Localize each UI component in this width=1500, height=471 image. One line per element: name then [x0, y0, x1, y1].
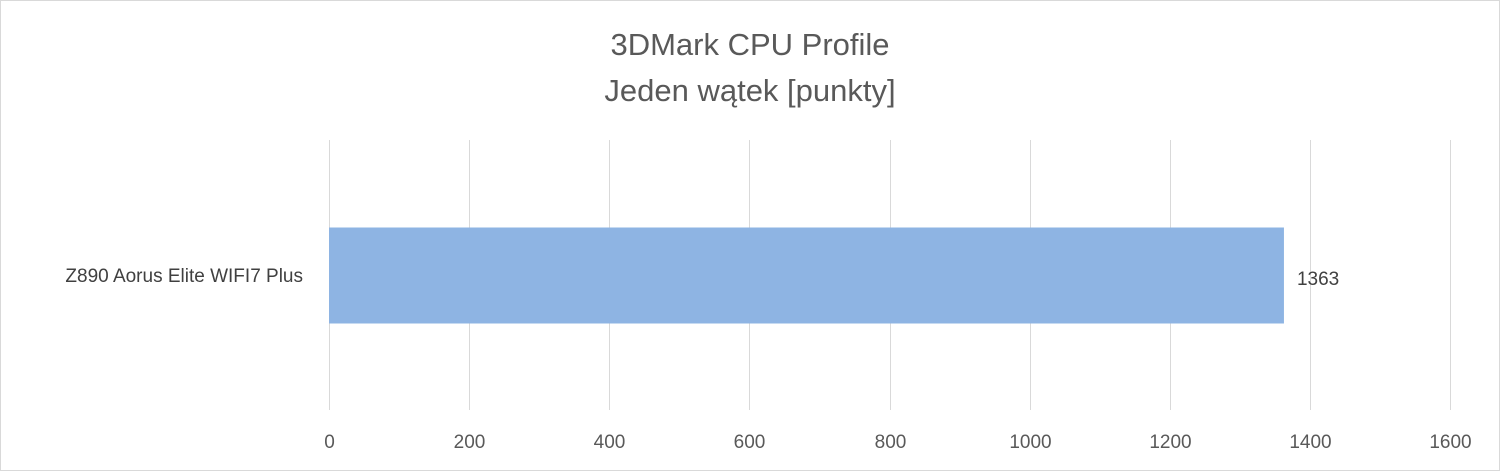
x-tick-label-1400: 1400: [1289, 432, 1331, 453]
x-tick-label-400: 400: [594, 432, 626, 453]
bar-0: [329, 227, 1284, 324]
chart-subtitle: Jeden wątek [punkty]: [604, 73, 896, 108]
x-tick-label-0: 0: [324, 432, 335, 453]
category-label-0: Z890 Aorus Elite WIFI7 Plus: [65, 266, 303, 287]
x-tick-label-1000: 1000: [1009, 432, 1051, 453]
data-label-0: 1363: [1297, 269, 1339, 290]
x-tick-label-600: 600: [734, 432, 766, 453]
x-tick-label-200: 200: [454, 432, 486, 453]
chart-title: 3DMark CPU Profile: [610, 27, 890, 62]
x-tick-label-800: 800: [875, 432, 907, 453]
x-tick-label-1600: 1600: [1429, 432, 1471, 453]
x-tick-label-1200: 1200: [1149, 432, 1191, 453]
